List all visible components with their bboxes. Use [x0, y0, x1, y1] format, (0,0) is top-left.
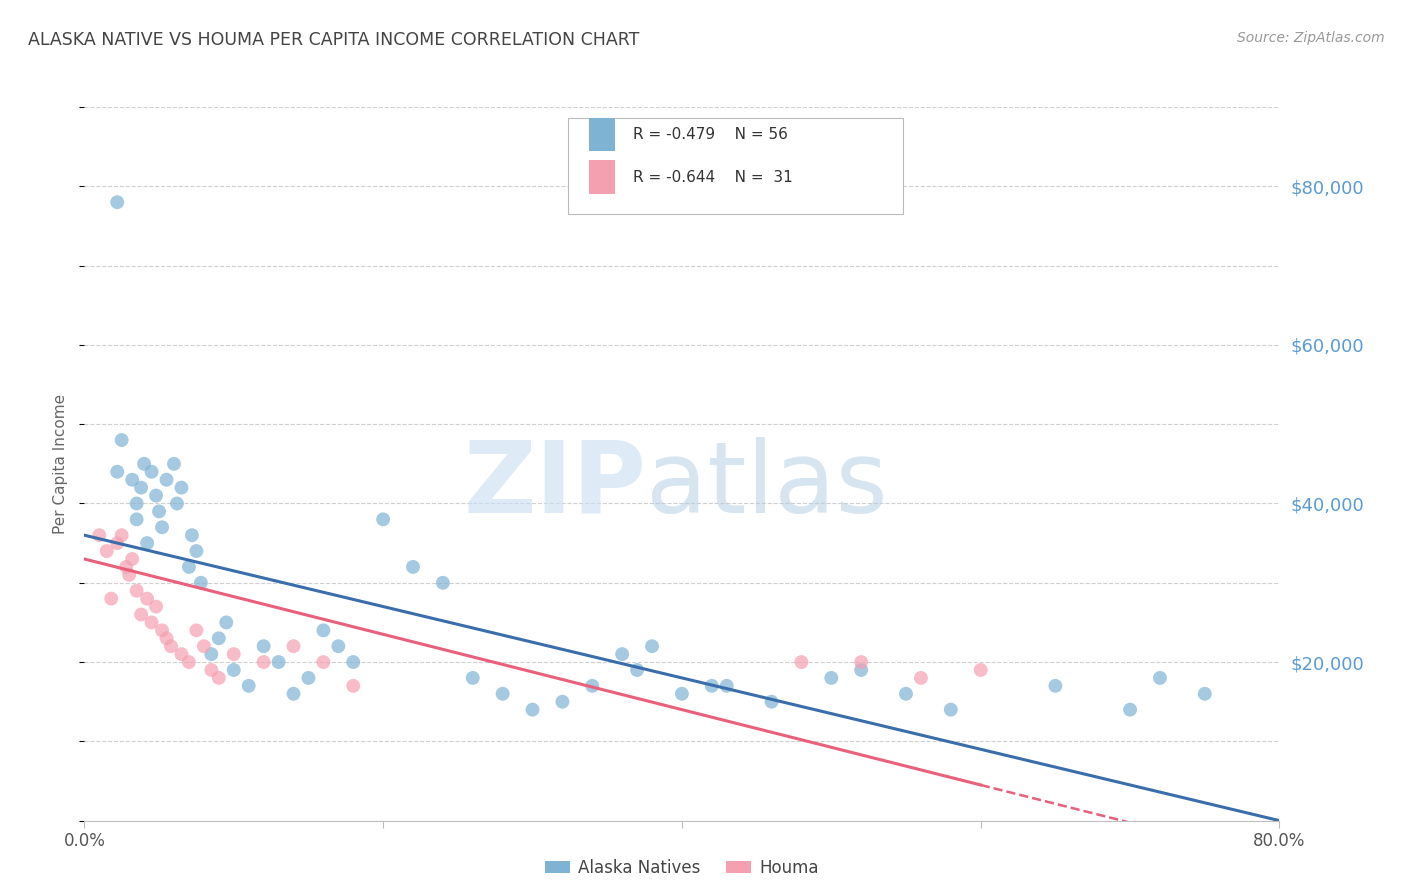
Point — [641, 639, 664, 653]
Point — [105, 465, 128, 479]
Point — [581, 679, 603, 693]
Point — [849, 655, 872, 669]
Point — [105, 195, 128, 210]
Point — [141, 615, 163, 630]
Point — [297, 671, 319, 685]
Point — [193, 639, 215, 653]
Y-axis label: Per Capita Income: Per Capita Income — [53, 393, 69, 534]
Point — [849, 663, 872, 677]
Point — [1149, 671, 1171, 685]
Point — [215, 615, 238, 630]
Point — [200, 663, 222, 677]
Point — [371, 512, 394, 526]
Point — [222, 647, 245, 661]
Point — [155, 632, 177, 646]
Text: atlas: atlas — [645, 437, 887, 533]
Point — [170, 647, 193, 661]
Point — [177, 560, 200, 574]
Point — [100, 591, 122, 606]
Point — [283, 639, 305, 653]
Point — [163, 457, 186, 471]
Point — [129, 481, 152, 495]
Point — [208, 671, 231, 685]
Point — [894, 687, 917, 701]
FancyBboxPatch shape — [589, 161, 614, 194]
Point — [121, 552, 143, 566]
Point — [910, 671, 932, 685]
Point — [186, 544, 208, 558]
Point — [939, 703, 962, 717]
Point — [111, 528, 134, 542]
Point — [141, 465, 163, 479]
Point — [129, 607, 152, 622]
Point — [180, 528, 204, 542]
Point — [700, 679, 723, 693]
Point — [522, 703, 544, 717]
Point — [328, 639, 350, 653]
Point — [200, 647, 222, 661]
Point — [177, 655, 200, 669]
Point — [970, 663, 993, 677]
Text: R = -0.644    N =  31: R = -0.644 N = 31 — [633, 169, 793, 185]
Point — [186, 624, 208, 638]
Point — [820, 671, 842, 685]
Text: Source: ZipAtlas.com: Source: ZipAtlas.com — [1237, 31, 1385, 45]
Point — [125, 496, 148, 510]
Point — [89, 528, 111, 542]
Point — [1045, 679, 1067, 693]
Point — [492, 687, 515, 701]
Point — [150, 520, 173, 534]
Point — [160, 639, 183, 653]
Point — [115, 560, 138, 574]
Point — [312, 624, 335, 638]
Point — [432, 575, 454, 590]
Point — [170, 481, 193, 495]
Point — [312, 655, 335, 669]
Point — [790, 655, 813, 669]
Point — [136, 536, 159, 550]
Point — [222, 663, 245, 677]
Point — [105, 536, 128, 550]
Point — [150, 624, 173, 638]
Point — [671, 687, 693, 701]
Point — [145, 489, 167, 503]
Text: ALASKA NATIVE VS HOUMA PER CAPITA INCOME CORRELATION CHART: ALASKA NATIVE VS HOUMA PER CAPITA INCOME… — [28, 31, 640, 49]
Point — [342, 679, 364, 693]
Point — [208, 632, 231, 646]
Point — [253, 639, 276, 653]
Point — [145, 599, 167, 614]
Point — [238, 679, 260, 693]
Point — [125, 512, 148, 526]
Point — [342, 655, 364, 669]
Point — [118, 567, 141, 582]
Point — [626, 663, 648, 677]
Point — [121, 473, 143, 487]
Point — [1194, 687, 1216, 701]
Point — [402, 560, 425, 574]
FancyBboxPatch shape — [568, 118, 903, 214]
Text: R = -0.479    N = 56: R = -0.479 N = 56 — [633, 127, 787, 142]
Point — [716, 679, 738, 693]
Point — [610, 647, 633, 661]
Point — [190, 575, 212, 590]
Point — [1119, 703, 1142, 717]
Point — [461, 671, 484, 685]
Point — [125, 583, 148, 598]
FancyBboxPatch shape — [589, 118, 614, 152]
Point — [136, 591, 159, 606]
Text: ZIP: ZIP — [463, 437, 645, 533]
Point — [132, 457, 156, 471]
Legend: Alaska Natives, Houma: Alaska Natives, Houma — [538, 853, 825, 884]
Point — [96, 544, 118, 558]
Point — [155, 473, 177, 487]
Point — [283, 687, 305, 701]
Point — [253, 655, 276, 669]
Point — [111, 433, 134, 447]
Point — [551, 695, 574, 709]
Point — [148, 504, 170, 518]
Point — [267, 655, 290, 669]
Point — [166, 496, 188, 510]
Point — [761, 695, 783, 709]
